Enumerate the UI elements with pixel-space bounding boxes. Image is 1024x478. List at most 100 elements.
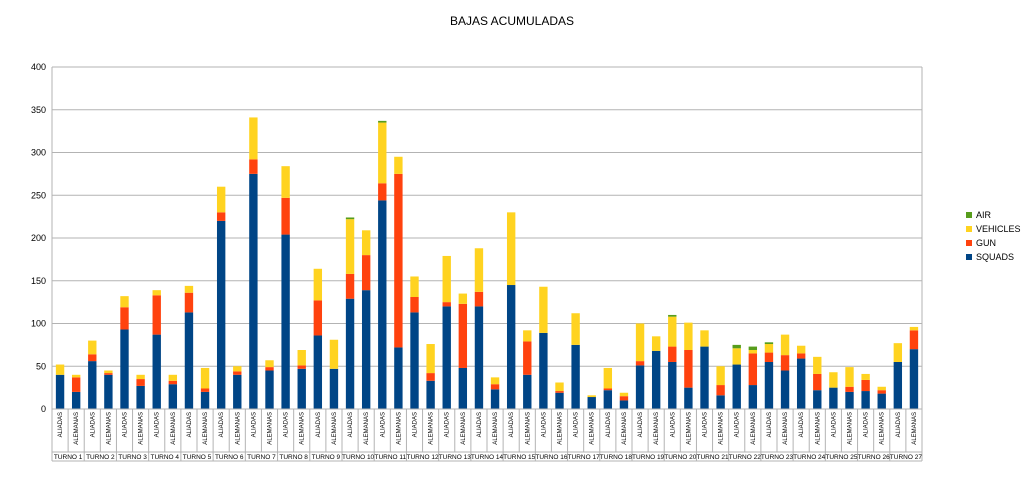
x-category-label: ALEMANAS	[171, 412, 177, 445]
bar-segment-vehicles	[394, 156, 403, 174]
legend-label-squads: SQUADS	[976, 252, 1014, 262]
bar-segment-gun	[249, 159, 258, 174]
legend-label-vehicles: VEHICLES	[976, 224, 1021, 234]
x-category-label: ALEMANAS	[654, 412, 660, 445]
x-category-label: ALIADAS	[831, 412, 837, 437]
x-category-label: ALEMANAS	[590, 412, 596, 445]
bar-segment-vehicles	[265, 360, 274, 368]
y-tick-label: 200	[31, 233, 46, 243]
bar-segment-vehicles	[571, 313, 580, 345]
bar-segment-vehicles	[813, 356, 822, 374]
bar-segment-squads	[523, 374, 532, 409]
bar-segment-vehicles	[458, 293, 468, 304]
bar-segment-air	[764, 342, 774, 345]
bar-segment-gun	[281, 197, 290, 235]
bar-segment-gun	[490, 384, 500, 390]
x-axis: ALIADAS ALEMANAS ALIADAS ALEMANAS ALIADAS ALE…	[51, 408, 923, 462]
x-category-label: ALIADAS	[767, 412, 773, 437]
bar-segment-vehicles	[523, 330, 532, 342]
x-category-label: ALIADAS	[638, 412, 644, 437]
x-category-label: ALEMANAS	[719, 412, 725, 445]
x-category-label: ALEMANAS	[912, 412, 918, 445]
bar-segment-squads	[55, 374, 65, 409]
x-category-label: ALIADAS	[735, 412, 741, 437]
bar-segment-gun	[796, 353, 806, 359]
y-tick-label: 50	[36, 361, 46, 371]
x-category-label: ALIADAS	[348, 412, 354, 437]
bar-segment-vehicles	[281, 166, 290, 198]
bar-segment-gun	[716, 385, 725, 396]
x-category-label: ALEMANAS	[268, 412, 274, 445]
bar-segment-squads	[313, 335, 323, 409]
bar-segment-squads	[474, 306, 484, 409]
x-category-label: ALEMANAS	[106, 412, 112, 445]
bar-segment-vehicles	[490, 377, 500, 385]
bar-segment-squads	[506, 285, 516, 409]
x-category-label: ALIADAS	[509, 412, 515, 437]
x-group-label: TURNO 20	[664, 454, 697, 461]
x-category-label: ALIADAS	[123, 412, 129, 437]
bar-segment-gun	[635, 361, 645, 366]
x-category-label: ALIADAS	[413, 412, 419, 437]
x-group-label: TURNO 23	[761, 454, 794, 461]
bar-segment-vehicles	[345, 219, 355, 274]
bar-segment-squads	[796, 358, 806, 409]
bar-segment-squads	[732, 364, 741, 409]
x-category-label: ALEMANAS	[74, 412, 80, 445]
legend-swatch-vehicles	[966, 226, 972, 232]
bar-segment-gun	[345, 273, 355, 299]
x-group-label: TURNO 3	[118, 454, 147, 461]
x-category-label: ALIADAS	[58, 412, 64, 437]
bar-segment-air	[378, 120, 387, 123]
bar-segment-squads	[345, 298, 355, 409]
bar-segment-gun	[426, 373, 435, 381]
bar-segment-vehicles	[716, 366, 725, 386]
bar-segment-squads	[88, 361, 97, 409]
bar-segment-vehicles	[361, 230, 371, 256]
bar-segment-squads	[555, 392, 564, 409]
bar-segment-squads	[71, 391, 81, 409]
x-category-label: ALIADAS	[187, 412, 193, 437]
bar-segment-gun	[668, 346, 677, 362]
bar-segment-vehicles	[216, 186, 226, 213]
bar-segment-vehicles	[700, 330, 709, 347]
bar-segment-gun	[684, 350, 693, 388]
x-group-label: TURNO 6	[215, 454, 244, 461]
bar-segment-gun	[120, 307, 129, 330]
legend-swatch-squads	[966, 254, 972, 260]
x-group-label: TURNO 11	[374, 454, 406, 461]
x-group-label: TURNO 18	[600, 454, 633, 461]
x-group-label: TURNO 26	[858, 454, 891, 461]
bar-segment-gun	[458, 303, 468, 368]
bar-segment-vehicles	[635, 323, 645, 362]
plot-area	[55, 117, 919, 410]
bar-segment-squads	[120, 329, 129, 409]
x-category-label: ALIADAS	[445, 412, 451, 437]
bar-segment-vehicles	[780, 334, 790, 356]
bar-segment-vehicles	[539, 286, 548, 333]
bar-segment-squads	[893, 361, 903, 409]
bar-segment-squads	[136, 385, 145, 409]
x-category-label: ALEMANAS	[783, 412, 789, 445]
y-tick-label: 300	[31, 148, 46, 158]
x-group-label: TURNO 24	[793, 454, 826, 461]
x-group-label: TURNO 15	[503, 454, 536, 461]
bar-segment-vehicles	[603, 367, 613, 389]
bar-segment-squads	[249, 173, 258, 410]
x-category-label: ALEMANAS	[686, 412, 692, 445]
x-group-label: TURNO 13	[439, 454, 472, 461]
bar-segment-gun	[216, 212, 226, 221]
bar-segment-gun	[523, 341, 532, 375]
x-category-label: ALIADAS	[380, 412, 386, 437]
bar-segment-squads	[651, 350, 661, 409]
bar-segment-squads	[700, 346, 709, 409]
bar-segment-squads	[442, 306, 451, 409]
bar-segment-squads	[635, 365, 645, 409]
bar-segment-vehicles	[861, 373, 870, 380]
bar-segment-vehicles	[378, 122, 387, 184]
bar-segment-gun	[88, 354, 97, 362]
x-category-label: ALEMANAS	[364, 412, 370, 445]
bar-segment-squads	[539, 332, 548, 409]
x-group-label: TURNO 22	[729, 454, 762, 461]
